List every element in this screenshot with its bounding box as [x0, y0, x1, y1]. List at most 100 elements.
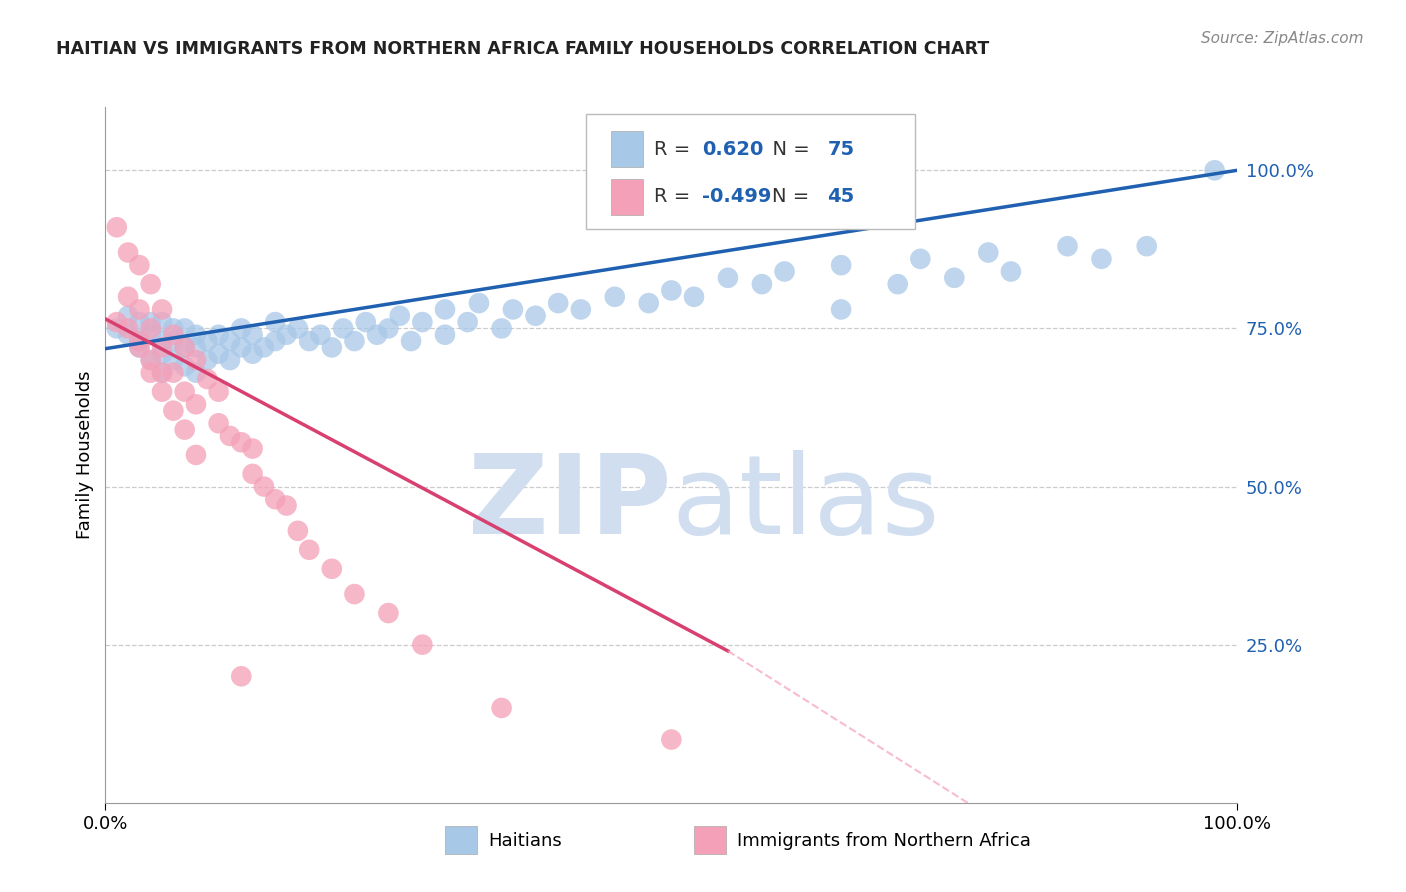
Point: [128, 334, 150, 348]
Point: [242, 442, 264, 456]
Point: [377, 321, 399, 335]
Bar: [695, 826, 725, 854]
Point: [411, 638, 433, 652]
Point: [117, 309, 139, 323]
Point: [173, 340, 195, 354]
Point: [242, 327, 264, 342]
Point: [162, 327, 184, 342]
Point: [195, 372, 218, 386]
Point: [128, 340, 150, 354]
Point: [1136, 239, 1159, 253]
Point: [264, 334, 287, 348]
Point: [150, 315, 173, 329]
Point: [343, 334, 366, 348]
Point: [830, 302, 852, 317]
Point: [184, 397, 207, 411]
Point: [128, 315, 150, 329]
Point: [184, 340, 207, 354]
Point: [150, 366, 173, 380]
Point: [139, 277, 162, 292]
Point: [208, 327, 231, 342]
Point: [399, 334, 422, 348]
FancyBboxPatch shape: [586, 114, 915, 229]
Point: [751, 277, 773, 292]
Text: HAITIAN VS IMMIGRANTS FROM NORTHERN AFRICA FAMILY HOUSEHOLDS CORRELATION CHART: HAITIAN VS IMMIGRANTS FROM NORTHERN AFRI…: [56, 40, 990, 58]
Point: [1056, 239, 1078, 253]
Point: [366, 327, 388, 342]
Point: [139, 353, 162, 368]
Point: [910, 252, 932, 266]
Point: [321, 562, 343, 576]
Text: R =: R =: [654, 187, 697, 206]
Point: [117, 245, 139, 260]
Point: [117, 321, 139, 335]
Y-axis label: Family Households: Family Households: [76, 371, 94, 539]
Point: [195, 353, 218, 368]
Point: [457, 315, 479, 329]
Point: [231, 321, 253, 335]
Point: [173, 423, 195, 437]
Point: [150, 340, 173, 354]
Point: [264, 492, 287, 507]
Point: [502, 302, 524, 317]
Point: [139, 366, 162, 380]
Text: Immigrants from Northern Africa: Immigrants from Northern Africa: [737, 832, 1031, 850]
Point: [184, 353, 207, 368]
Point: [343, 587, 366, 601]
Point: [717, 270, 740, 285]
Point: [253, 479, 276, 493]
Point: [276, 499, 298, 513]
Text: N =: N =: [772, 187, 815, 206]
Point: [661, 284, 683, 298]
Point: [524, 309, 547, 323]
Point: [184, 448, 207, 462]
Point: [491, 321, 513, 335]
Point: [105, 321, 128, 335]
Text: -0.499: -0.499: [702, 187, 772, 206]
Bar: [612, 131, 643, 168]
Point: [219, 334, 242, 348]
Text: 45: 45: [828, 187, 855, 206]
Point: [173, 321, 195, 335]
Point: [977, 245, 1000, 260]
Point: [242, 467, 264, 481]
Point: [128, 340, 150, 354]
Point: [139, 321, 162, 335]
Point: [162, 334, 184, 348]
Point: [117, 327, 139, 342]
Point: [139, 327, 162, 342]
Point: [162, 353, 184, 368]
Text: 0.620: 0.620: [702, 140, 763, 159]
Point: [150, 366, 173, 380]
Point: [242, 347, 264, 361]
Point: [309, 327, 332, 342]
Point: [287, 524, 309, 538]
Point: [231, 669, 253, 683]
Point: [569, 302, 592, 317]
Point: [491, 701, 513, 715]
Point: [150, 334, 173, 348]
Point: [547, 296, 569, 310]
Point: [162, 366, 184, 380]
Point: [433, 327, 456, 342]
Point: [150, 347, 173, 361]
Text: atlas: atlas: [672, 450, 939, 558]
Point: [603, 290, 626, 304]
Point: [162, 321, 184, 335]
Point: [887, 277, 910, 292]
Point: [332, 321, 354, 335]
Point: [173, 340, 195, 354]
Point: [637, 296, 659, 310]
Point: [105, 315, 128, 329]
Text: 75: 75: [828, 140, 855, 159]
Point: [276, 327, 298, 342]
Point: [264, 315, 287, 329]
Text: N =: N =: [759, 140, 815, 159]
Point: [219, 429, 242, 443]
Point: [287, 321, 309, 335]
Point: [128, 258, 150, 272]
Point: [321, 340, 343, 354]
Point: [1000, 264, 1022, 278]
Point: [128, 302, 150, 317]
Point: [468, 296, 491, 310]
